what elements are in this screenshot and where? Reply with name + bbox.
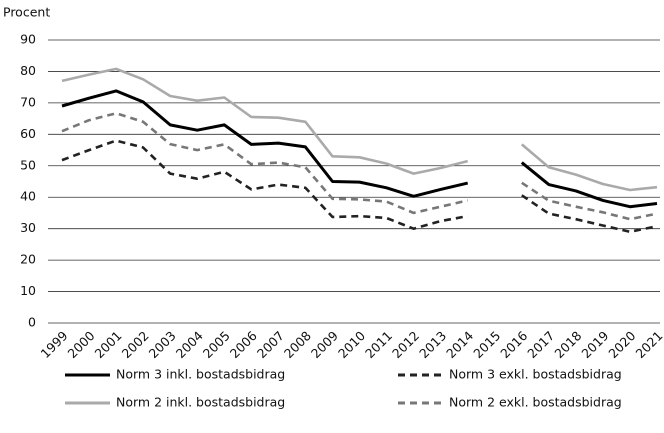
x-tick-label: 2012 — [389, 328, 422, 361]
x-tick-label: 2006 — [227, 328, 260, 361]
y-tick-label: 60 — [20, 126, 36, 141]
x-tick-label: 2015 — [470, 328, 503, 361]
legend-label: Norm 2 inkl. bostadsbidrag — [116, 395, 285, 410]
x-tick-label: 2019 — [578, 328, 611, 361]
series-line — [61, 67, 658, 192]
x-tick-label: 2011 — [362, 328, 395, 361]
y-tick-label: 10 — [20, 283, 36, 298]
x-tick-label: 2010 — [335, 328, 368, 361]
y-tick-label: 50 — [20, 157, 36, 172]
series-line — [61, 89, 658, 209]
x-tick-label: 2004 — [173, 328, 206, 361]
y-tick-label: 40 — [20, 189, 36, 204]
legend-label: Norm 3 inkl. bostadsbidrag — [116, 367, 285, 382]
y-tick-label: 0 — [28, 315, 36, 330]
x-tick-label: 2014 — [443, 328, 476, 361]
x-tick-label: 2007 — [254, 328, 287, 361]
legend-label: Norm 2 exkl. bostadsbidrag — [449, 395, 622, 410]
series-line — [61, 112, 658, 221]
x-tick-label: 2008 — [281, 328, 314, 361]
x-tick-label: 2016 — [497, 328, 530, 361]
x-tick-label: 2017 — [524, 328, 557, 361]
y-tick-label: 90 — [20, 32, 36, 47]
x-tick-label: 2002 — [119, 328, 152, 361]
y-tick-label: 80 — [20, 63, 36, 78]
x-tick-label: 2005 — [200, 328, 233, 361]
y-tick-label: 20 — [20, 252, 36, 267]
x-tick-label: 2001 — [92, 328, 125, 361]
x-tick-label: 2018 — [551, 328, 584, 361]
legend-label: Norm 3 exkl. bostadsbidrag — [449, 367, 622, 382]
y-axis-label: Procent — [3, 5, 50, 20]
x-tick-label: 2020 — [605, 328, 638, 361]
y-tick-label: 30 — [20, 220, 36, 235]
x-tick-label: 2003 — [146, 328, 179, 361]
series-line — [61, 139, 658, 234]
y-tick-label: 70 — [20, 94, 36, 109]
x-tick-label: 2021 — [632, 328, 664, 361]
x-tick-label: 2009 — [308, 328, 341, 361]
x-tick-label: 2000 — [65, 328, 98, 361]
x-tick-label: 1999 — [37, 328, 70, 361]
x-tick-label: 2013 — [416, 328, 449, 361]
